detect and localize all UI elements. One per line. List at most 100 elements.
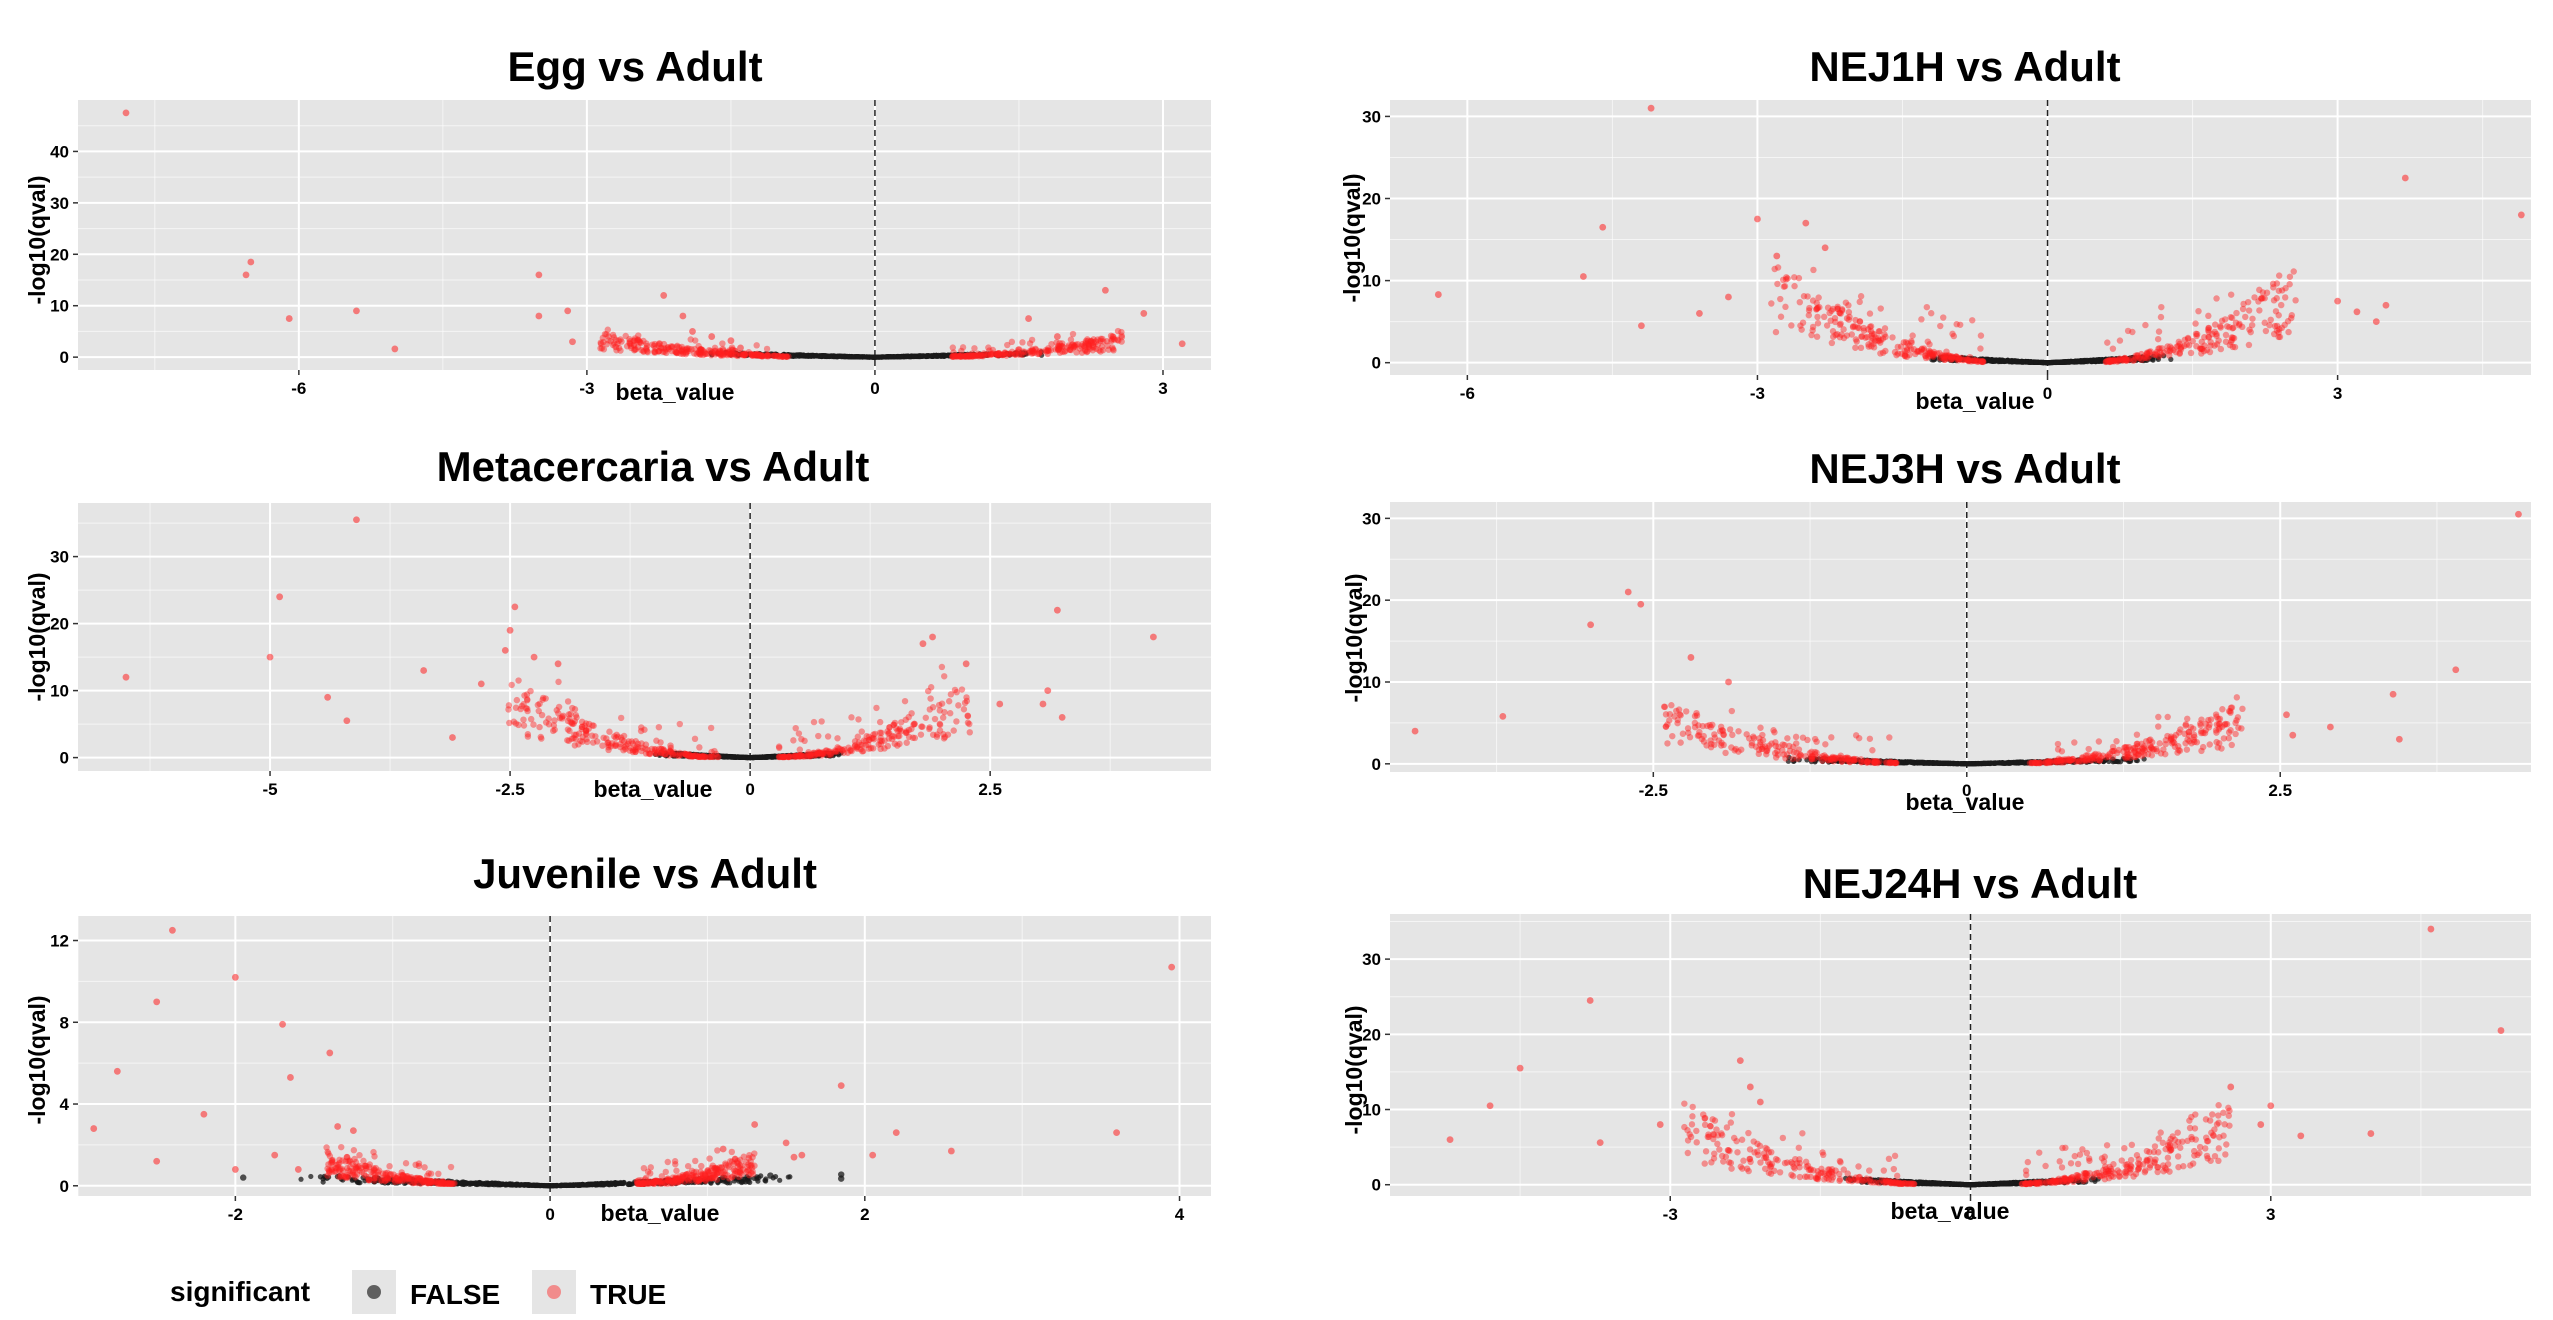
x-tick-label: 3 (1158, 379, 1167, 398)
x-tick-label: -2.5 (495, 780, 524, 799)
significant-point (2267, 316, 2274, 324)
significant-point (896, 725, 904, 732)
significant-point (684, 344, 691, 352)
significant-point (1081, 343, 1089, 351)
significant-point (515, 677, 522, 684)
significant-point (945, 698, 953, 705)
significant-point (1047, 346, 1055, 354)
non-significant-point (2033, 359, 2039, 365)
significant-point (2189, 337, 2196, 345)
significant-point (682, 346, 690, 353)
x-tick-label: 2.5 (978, 780, 1002, 799)
significant-point (1008, 338, 1016, 346)
panel-background (78, 100, 1211, 370)
y-tick-label: 0 (1372, 354, 1381, 373)
significant-point (512, 720, 520, 727)
significant-outlier-point (1696, 310, 1703, 317)
significant-point (727, 349, 735, 357)
non-significant-point (736, 754, 742, 760)
significant-point (854, 733, 862, 740)
non-significant-point (898, 354, 904, 360)
significant-point (2172, 348, 2180, 356)
significant-point (635, 332, 642, 339)
x-axis-label: beta_value (594, 776, 713, 802)
significant-point (929, 704, 937, 711)
significant-point (692, 337, 699, 344)
significant-point (651, 349, 659, 356)
significant-point (949, 353, 956, 360)
significant-point (1978, 358, 1986, 366)
significant-point (1857, 293, 1865, 300)
significant-point (886, 729, 893, 737)
significant-point (796, 746, 804, 753)
significant-point (573, 714, 580, 721)
significant-point (720, 347, 727, 354)
significant-outlier-point (892, 1129, 900, 1137)
significant-outlier-point (1039, 700, 1047, 708)
significant-point (966, 720, 973, 728)
significant-point (1879, 349, 1887, 356)
significant-point (950, 727, 957, 734)
significant-point (688, 346, 695, 353)
significant-point (697, 349, 704, 357)
significant-point (1055, 342, 1062, 350)
significant-point (725, 347, 733, 354)
significant-point (1118, 333, 1126, 341)
panel-background (1390, 502, 2531, 772)
significant-point (824, 733, 832, 740)
significant-point (968, 352, 975, 359)
significant-point (610, 334, 618, 341)
significant-point (947, 710, 954, 717)
significant-point (2245, 307, 2253, 314)
significant-point (705, 753, 712, 761)
significant-point (667, 1180, 674, 1187)
significant-point (1937, 322, 1944, 330)
significant-point (1828, 339, 1836, 347)
significant-point (1771, 265, 1778, 273)
significant-point (770, 352, 778, 359)
significant-point (612, 336, 620, 344)
significant-point (701, 1172, 709, 1180)
significant-point (1849, 323, 1857, 331)
significant-point (741, 351, 749, 359)
significant-point (678, 347, 685, 355)
significant-point (728, 1148, 736, 1156)
significant-point (664, 344, 672, 351)
significant-point (752, 351, 760, 358)
significant-point (1918, 316, 1925, 323)
significant-point (858, 728, 865, 735)
significant-point (963, 353, 970, 360)
significant-point (995, 349, 1002, 357)
non-significant-point (2059, 359, 2065, 365)
significant-point (631, 346, 639, 353)
non-significant-point (999, 352, 1005, 358)
significant-point (536, 723, 543, 731)
significant-point (635, 337, 642, 344)
significant-point (758, 352, 765, 359)
significant-point (626, 338, 634, 345)
non-significant-point (838, 354, 845, 360)
significant-point (2217, 324, 2224, 331)
significant-point (603, 341, 610, 348)
significant-point (628, 344, 635, 352)
significant-outlier-point (751, 1121, 759, 1128)
significant-point (719, 352, 727, 359)
significant-point (989, 350, 997, 357)
significant-outlier-point (719, 1145, 727, 1153)
significant-point (651, 348, 658, 355)
significant-point (964, 352, 971, 360)
significant-point (1805, 312, 1813, 319)
y-tick-label: 10 (50, 297, 69, 316)
significant-point (2124, 327, 2132, 335)
significant-point (676, 720, 684, 728)
significant-point (738, 1162, 745, 1169)
non-significant-point (827, 353, 833, 360)
significant-point (626, 335, 633, 343)
significant-outlier-point (2334, 297, 2342, 305)
significant-point (995, 352, 1002, 359)
x-tick-label: 0 (545, 1205, 554, 1224)
significant-point (1070, 343, 1078, 350)
significant-point (873, 704, 880, 712)
significant-point (2152, 351, 2160, 358)
significant-point (926, 724, 933, 731)
